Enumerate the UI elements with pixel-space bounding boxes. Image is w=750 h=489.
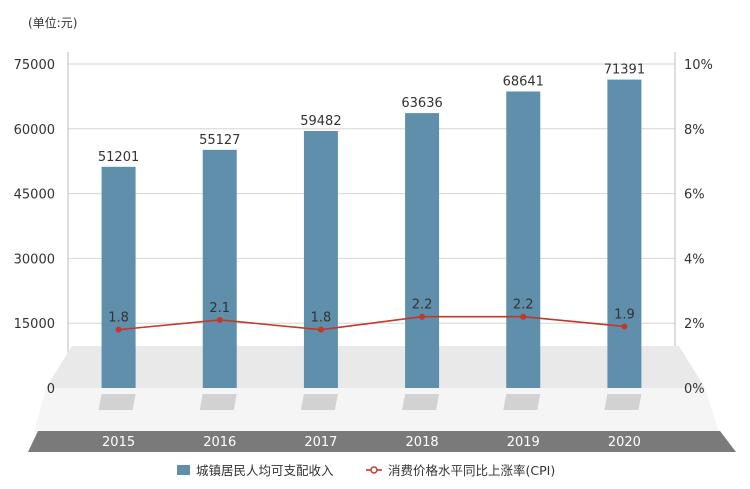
left-y-tick-label: 75000 (14, 58, 55, 73)
unit-label: (单位:元) (28, 16, 78, 30)
left-y-tick-label: 0 (47, 382, 55, 397)
cpi-point (216, 316, 223, 323)
cpi-value-label: 2.2 (412, 298, 433, 313)
cpi-point (115, 326, 122, 333)
legend-line-label: 消费价格水平同比上涨率(CPI) (388, 463, 555, 478)
cpi-value-labels: 1.8 2.1 1.8 2.2 2.2 1.9 (108, 298, 635, 326)
bar-value-label: 71391 (604, 63, 645, 78)
bar-value-label: 55127 (199, 133, 240, 148)
bar-shadow (300, 394, 338, 410)
x-tick-label: 2016 (203, 435, 236, 450)
left-y-axis: 0 15000 30000 45000 60000 75000 (14, 58, 55, 397)
right-y-tick-label: 6% (684, 188, 705, 203)
legend-bar-swatch (177, 465, 190, 475)
cpi-point (520, 313, 527, 320)
bar-shadow (402, 394, 440, 410)
bar (405, 113, 440, 389)
bar-value-label: 63636 (401, 96, 442, 111)
x-tick-label: 2019 (507, 435, 540, 450)
left-y-tick-label: 60000 (14, 123, 55, 138)
bar-value-label: 51201 (98, 150, 139, 165)
cpi-line-series (115, 313, 628, 333)
grid-lines (67, 52, 676, 389)
bar-shadow (199, 394, 237, 410)
right-y-tick-label: 0% (684, 382, 705, 397)
cpi-value-label: 1.8 (108, 311, 129, 326)
bar (101, 166, 136, 388)
legend: 城镇居民人均可支配收入 消费价格水平同比上涨率(CPI) (177, 463, 555, 478)
cpi-point (317, 326, 324, 333)
bar-shadow (604, 394, 642, 410)
cpi-point (621, 323, 628, 330)
bar-shadow (98, 394, 136, 410)
bar-value-label: 68641 (503, 74, 544, 89)
x-tick-label: 2018 (406, 435, 439, 450)
right-y-axis: 0% 2% 4% 6% 8% 10% (684, 58, 713, 397)
bar (202, 149, 237, 388)
x-tick-label: 2015 (102, 435, 135, 450)
cpi-line (118, 315, 625, 331)
right-y-tick-label: 4% (684, 252, 705, 267)
left-y-tick-label: 30000 (14, 252, 55, 267)
cpi-point (419, 313, 426, 320)
bar-shadow (503, 394, 541, 410)
cpi-value-label: 1.9 (614, 307, 635, 322)
left-y-tick-label: 45000 (14, 188, 55, 203)
bar (303, 131, 338, 388)
cpi-value-label: 2.1 (209, 301, 230, 316)
cpi-value-label: 2.2 (513, 298, 534, 313)
bar-series (98, 79, 642, 410)
bar-value-labels: 51201 55127 59482 63636 68641 71391 (98, 63, 645, 165)
floor-top (46, 346, 705, 388)
cpi-value-label: 1.8 (311, 311, 332, 326)
left-y-tick-label: 15000 (14, 317, 55, 332)
bar (506, 91, 541, 388)
legend-bar-label: 城镇居民人均可支配收入 (196, 463, 334, 478)
right-y-tick-label: 2% (684, 317, 705, 332)
x-tick-label: 2020 (608, 435, 641, 450)
x-axis-band: 2015 2016 2017 2018 2019 2020 (28, 431, 736, 452)
bar-value-label: 59482 (300, 114, 341, 129)
bar (607, 79, 642, 388)
legend-line-marker (370, 466, 378, 474)
x-axis-band-shape (28, 431, 736, 452)
right-y-tick-label: 8% (684, 123, 705, 138)
x-tick-label: 2017 (304, 435, 337, 450)
right-y-tick-label: 10% (684, 58, 713, 73)
